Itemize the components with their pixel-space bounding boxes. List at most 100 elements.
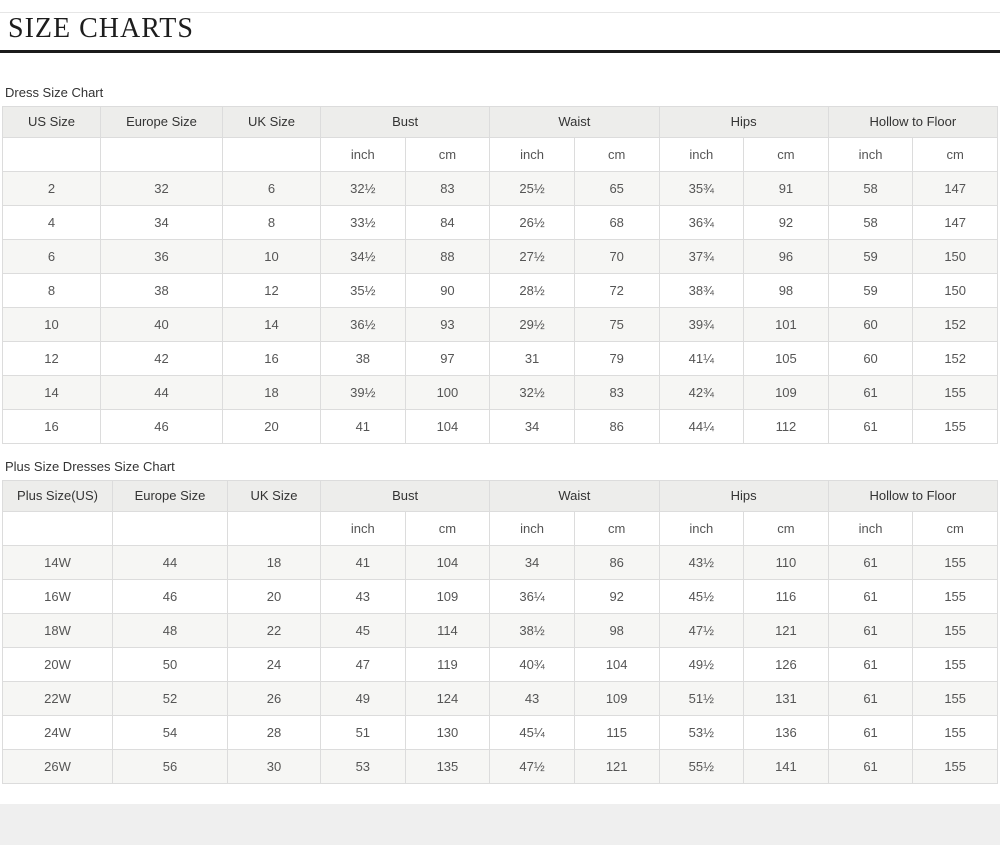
- column-header-plus-size-us: Plus Size(US): [2, 479, 113, 512]
- table-cell: 27½: [489, 238, 575, 274]
- table-cell: 100: [404, 374, 491, 410]
- column-header-uk-size: UK Size: [222, 105, 321, 138]
- table-cell: 8: [2, 272, 101, 308]
- unit-label-cm: cm: [404, 510, 491, 546]
- table-cell: 45: [320, 612, 406, 648]
- unit-label-inch: inch: [658, 510, 745, 546]
- table-cell: 28½: [489, 272, 575, 308]
- unit-label-cm: cm: [404, 136, 491, 172]
- table-cell: 16: [222, 340, 321, 376]
- column-header-us-size: US Size: [2, 105, 101, 138]
- table-row: 22W 52 26 49 124 43 109 51½ 131 61 155: [2, 680, 998, 716]
- title-block: SIZE CHARTS: [0, 13, 1000, 53]
- table-cell: 25½: [489, 170, 575, 206]
- table-cell: 6: [2, 238, 101, 274]
- table-cell: 36: [100, 238, 223, 274]
- unit-label-inch: inch: [489, 510, 575, 546]
- column-header-hips: Hips: [658, 479, 829, 512]
- table-cell: 38: [100, 272, 223, 308]
- table-cell: 86: [573, 408, 660, 444]
- table-cell: 26: [227, 680, 321, 716]
- table-cell: 42¾: [658, 374, 745, 410]
- table-cell: 44: [112, 544, 228, 580]
- table-cell: 104: [404, 408, 491, 444]
- table-cell: 38¾: [658, 272, 745, 308]
- column-header-hips: Hips: [658, 105, 829, 138]
- empty-cell: [100, 136, 223, 172]
- table-cell: 155: [912, 646, 998, 682]
- table-cell: 42: [100, 340, 223, 376]
- table-cell: 61: [827, 612, 914, 648]
- table-cell: 34: [489, 544, 575, 580]
- table-cell: 61: [827, 374, 914, 410]
- table-cell: 37¾: [658, 238, 745, 274]
- table-row: 24W 54 28 51 130 45¼ 115 53½ 136 61 155: [2, 714, 998, 750]
- top-hairline: [0, 12, 1000, 13]
- table-row: 8 38 12 35½ 90 28½ 72 38¾ 98 59 150: [2, 272, 998, 308]
- table-cell: 61: [827, 680, 914, 716]
- table-cell: 24: [227, 646, 321, 682]
- table-cell: 104: [573, 646, 660, 682]
- unit-label-cm: cm: [743, 136, 829, 172]
- column-header-europe-size: Europe Size: [112, 479, 228, 512]
- section-label-dress-size-chart: Dress Size Chart: [5, 84, 104, 100]
- table-cell: 105: [743, 340, 829, 376]
- table-cell: 16W: [2, 578, 113, 614]
- footer-band: [0, 804, 1000, 845]
- plus-size-chart-table: Plus Size(US) Europe Size UK Size Bust W…: [2, 479, 999, 784]
- table-cell: 32½: [320, 170, 406, 206]
- empty-cell: [222, 136, 321, 172]
- table-cell: 75: [573, 306, 660, 342]
- table-cell: 18: [222, 374, 321, 410]
- page-title: SIZE CHARTS: [8, 13, 194, 44]
- table-cell: 150: [912, 272, 998, 308]
- table-cell: 18W: [2, 612, 113, 648]
- table-cell: 119: [404, 646, 491, 682]
- unit-label-inch: inch: [658, 136, 745, 172]
- unit-row: inch cm inch cm inch cm inch cm: [2, 510, 998, 546]
- table-cell: 116: [743, 578, 829, 614]
- table-cell: 28: [227, 714, 321, 750]
- table-cell: 4: [2, 204, 101, 240]
- table-cell: 104: [404, 544, 491, 580]
- unit-label-cm: cm: [912, 136, 998, 172]
- column-header-bust: Bust: [319, 105, 491, 138]
- table-cell: 10: [222, 238, 321, 274]
- table-row: 10 40 14 36½ 93 29½ 75 39¾ 101 60 152: [2, 306, 998, 342]
- table-cell: 93: [404, 306, 491, 342]
- table-cell: 29½: [489, 306, 575, 342]
- table-cell: 98: [743, 272, 829, 308]
- table-cell: 49½: [658, 646, 745, 682]
- table-cell: 152: [912, 306, 998, 342]
- table-cell: 38: [320, 340, 406, 376]
- table-body: 14W 44 18 41 104 34 86 43½ 110 61 155 16W 46 20 43 109 3…: [2, 544, 998, 784]
- unit-label-cm: cm: [573, 510, 660, 546]
- table-cell: 51½: [658, 680, 745, 716]
- unit-label-inch: inch: [320, 510, 406, 546]
- table-cell: 150: [912, 238, 998, 274]
- table-row: 6 36 10 34½ 88 27½ 70 37¾ 96 59 150: [2, 238, 998, 274]
- table-cell: 72: [573, 272, 660, 308]
- table-cell: 22W: [2, 680, 113, 716]
- column-header-europe-size: Europe Size: [100, 105, 223, 138]
- table-row: 12 42 16 38 97 31 79 41¼ 105 60 152: [2, 340, 998, 376]
- table-cell: 47½: [658, 612, 745, 648]
- table-row: 18W 48 22 45 114 38½ 98 47½ 121 61 155: [2, 612, 998, 648]
- unit-row: inch cm inch cm inch cm inch cm: [2, 136, 998, 172]
- table-cell: 43: [489, 680, 575, 716]
- table-cell: 49: [320, 680, 406, 716]
- table-cell: 48: [112, 612, 228, 648]
- table-cell: 36¼: [489, 578, 575, 614]
- empty-cell: [227, 510, 321, 546]
- table-cell: 58: [827, 204, 914, 240]
- table-cell: 61: [827, 646, 914, 682]
- table-cell: 114: [404, 612, 491, 648]
- unit-label-cm: cm: [743, 510, 829, 546]
- table-cell: 83: [404, 170, 491, 206]
- table-cell: 12: [222, 272, 321, 308]
- unit-label-cm: cm: [573, 136, 660, 172]
- table-cell: 41: [320, 544, 406, 580]
- table-cell: 34: [100, 204, 223, 240]
- table-cell: 41: [320, 408, 406, 444]
- column-header-uk-size: UK Size: [227, 479, 321, 512]
